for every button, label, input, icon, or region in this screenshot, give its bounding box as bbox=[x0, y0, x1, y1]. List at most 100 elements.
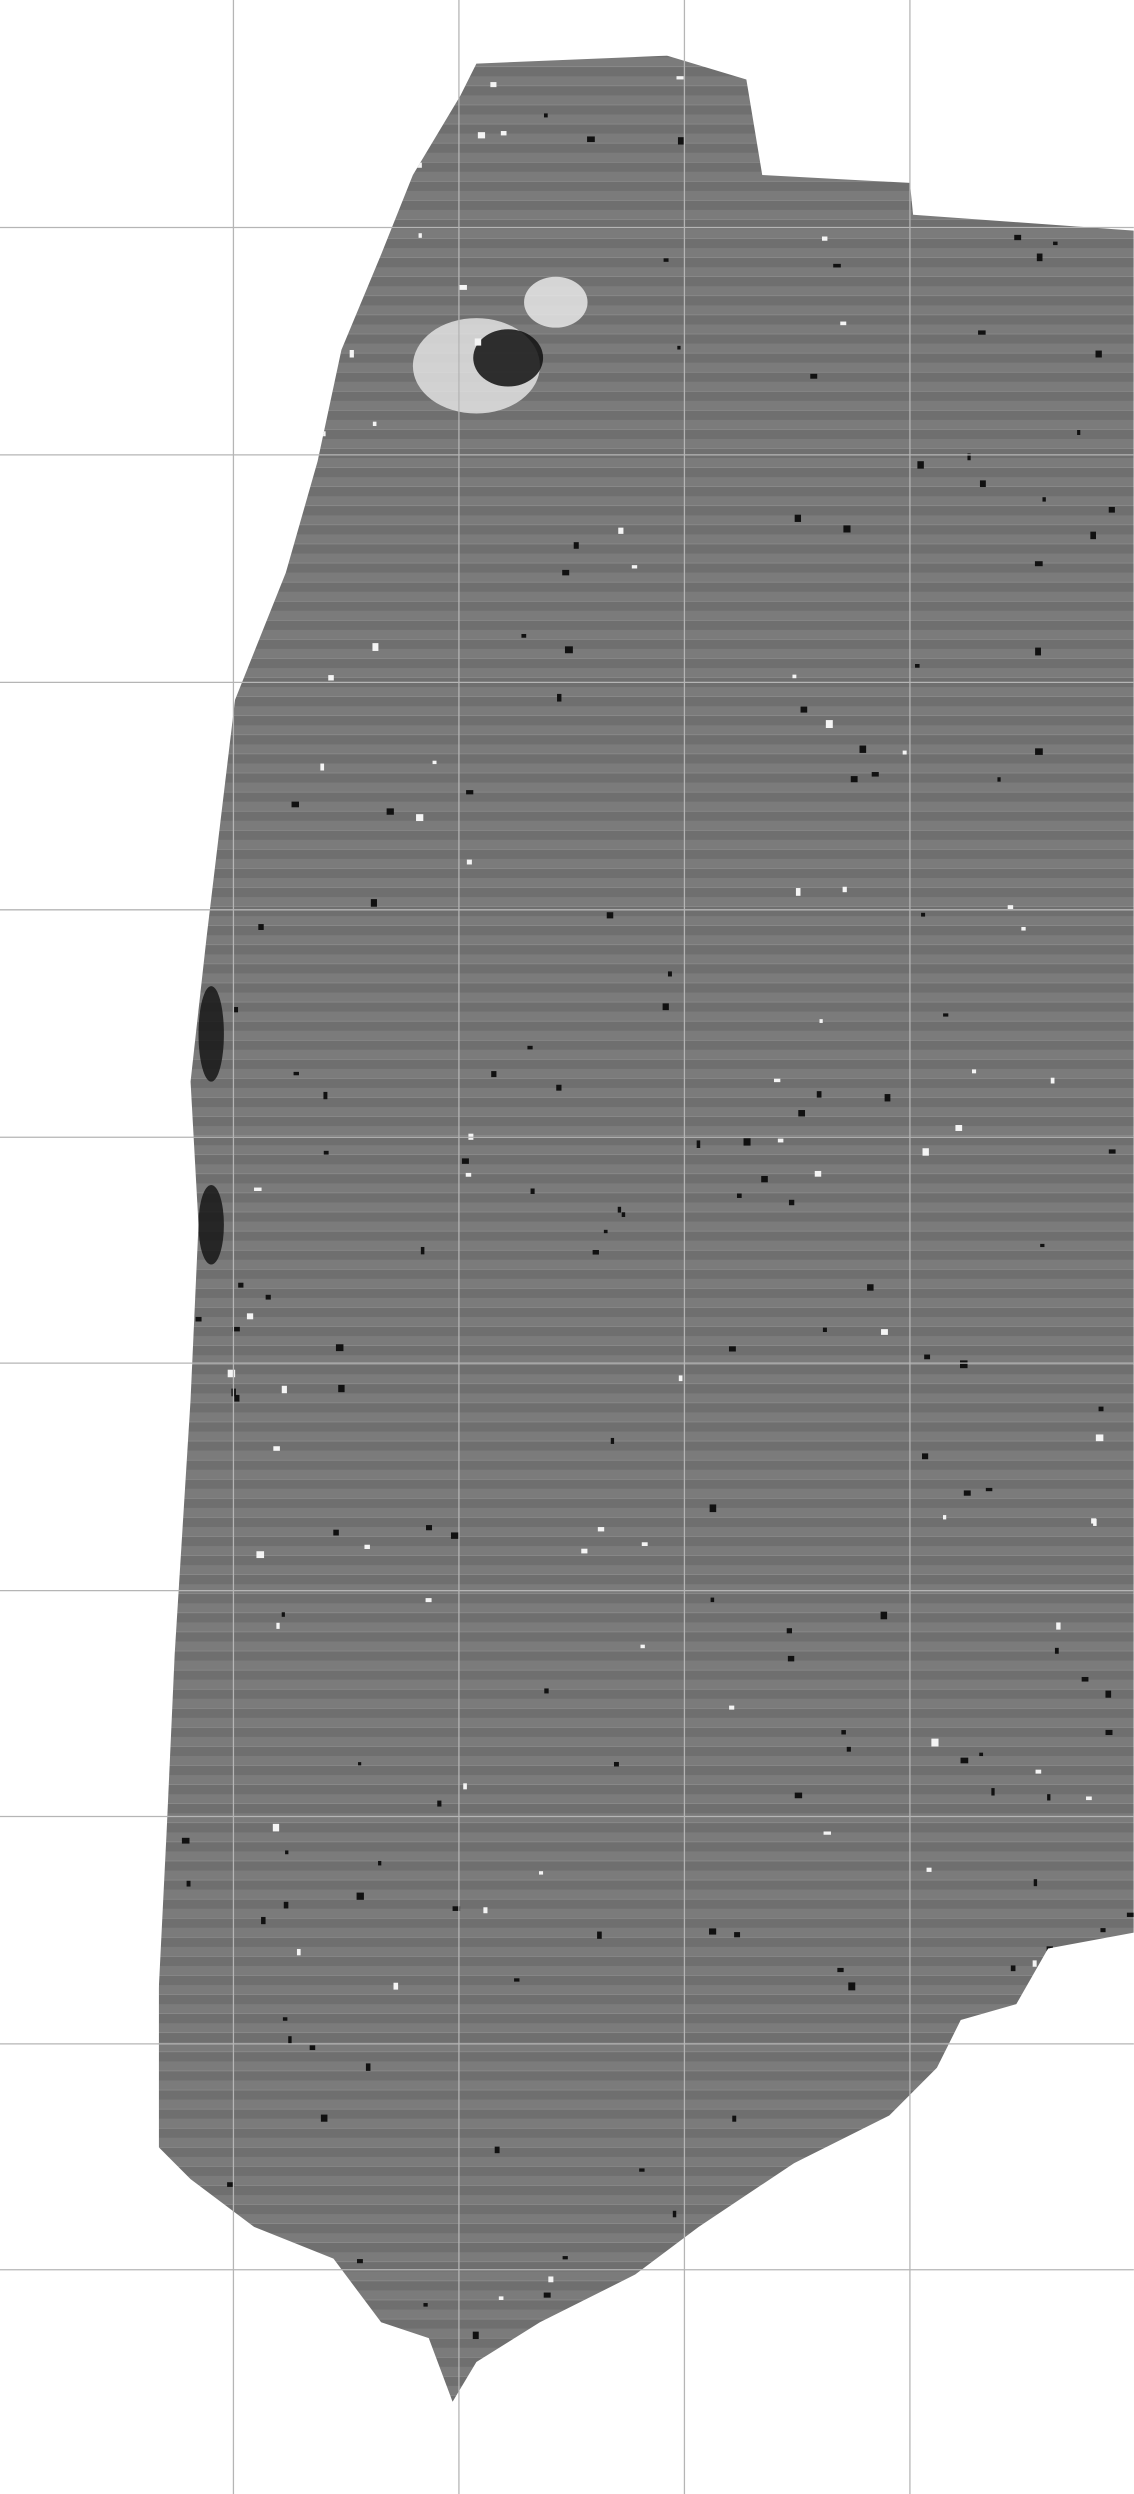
speckle bbox=[581, 1549, 587, 1554]
speckle bbox=[598, 1527, 604, 1531]
speckle bbox=[276, 1623, 279, 1629]
speckle bbox=[297, 1949, 301, 1955]
speckle bbox=[903, 751, 907, 755]
speckle bbox=[336, 1344, 344, 1351]
speckle bbox=[774, 1079, 780, 1082]
speckle bbox=[885, 1094, 891, 1101]
speckle bbox=[817, 1091, 822, 1097]
speckle bbox=[788, 1656, 794, 1662]
speckle bbox=[364, 1545, 369, 1549]
page: {} bbox=[0, 0, 1134, 2494]
speckle bbox=[697, 1140, 701, 1148]
speckle bbox=[798, 1110, 805, 1116]
speckle bbox=[642, 1542, 648, 1546]
speckle bbox=[972, 1069, 976, 1073]
speckle bbox=[283, 2017, 287, 2021]
speckle bbox=[273, 1824, 279, 1832]
speckle bbox=[1077, 430, 1080, 435]
speckle bbox=[247, 1313, 253, 1319]
speckle bbox=[527, 1046, 532, 1050]
speckle bbox=[618, 1207, 621, 1213]
speckle bbox=[923, 1148, 929, 1155]
speckle bbox=[960, 1360, 968, 1368]
speckle bbox=[837, 1968, 843, 1972]
speckle bbox=[238, 1283, 243, 1288]
speckle bbox=[848, 1982, 855, 1990]
speckle bbox=[1008, 905, 1013, 909]
speckle bbox=[563, 2256, 568, 2259]
speckle bbox=[1035, 648, 1041, 656]
speckle bbox=[490, 82, 496, 87]
speckle bbox=[980, 480, 986, 487]
speckle bbox=[473, 2332, 479, 2339]
speckle bbox=[593, 1250, 599, 1255]
speckle bbox=[607, 912, 614, 918]
speckle bbox=[463, 1783, 467, 1789]
speckle bbox=[1034, 1879, 1037, 1886]
speckle bbox=[323, 1092, 327, 1099]
speckle bbox=[358, 1762, 361, 1765]
speckle bbox=[451, 1532, 459, 1538]
speckle bbox=[927, 1868, 932, 1872]
speckle bbox=[632, 565, 637, 568]
speckle bbox=[1035, 748, 1043, 755]
speckle bbox=[1106, 1730, 1113, 1735]
speckle bbox=[416, 814, 423, 821]
speckle bbox=[851, 776, 858, 782]
speckle bbox=[544, 113, 548, 117]
speckle bbox=[372, 643, 378, 651]
speckle bbox=[338, 1385, 344, 1392]
speckle bbox=[1036, 1770, 1042, 1774]
speckle bbox=[664, 258, 669, 262]
speckle bbox=[943, 1515, 946, 1519]
speckle bbox=[991, 1788, 994, 1795]
speckle bbox=[182, 1838, 190, 1844]
speckle bbox=[679, 1375, 683, 1381]
speckle bbox=[737, 1193, 742, 1197]
speckle bbox=[587, 136, 595, 142]
speckle bbox=[734, 1932, 740, 1937]
speckle bbox=[256, 1551, 264, 1558]
speckle bbox=[1086, 1796, 1092, 1800]
speckle bbox=[744, 1138, 751, 1145]
speckle bbox=[663, 1003, 669, 1010]
speckle bbox=[378, 1861, 381, 1865]
speckle bbox=[1109, 1149, 1116, 1153]
speckle bbox=[833, 264, 841, 268]
bright-spot bbox=[524, 277, 588, 328]
speckle bbox=[288, 2036, 291, 2043]
speckle bbox=[282, 1612, 285, 1617]
speckle bbox=[1109, 507, 1115, 513]
speckle bbox=[1033, 1960, 1037, 1966]
speckle bbox=[466, 1173, 471, 1177]
speckle bbox=[810, 374, 817, 379]
speckle bbox=[824, 1831, 831, 1834]
speckle bbox=[986, 1488, 993, 1491]
speckle bbox=[826, 720, 833, 728]
dark-spot bbox=[473, 329, 543, 386]
speckle bbox=[467, 860, 472, 865]
speckle bbox=[531, 1188, 535, 1193]
speckle bbox=[611, 1438, 614, 1444]
speckle bbox=[924, 1355, 930, 1360]
speckle bbox=[1096, 1434, 1103, 1441]
speckle bbox=[285, 1850, 288, 1854]
speckle bbox=[357, 1893, 364, 1900]
speckle bbox=[324, 1151, 329, 1155]
speckle bbox=[421, 1247, 425, 1254]
speckle bbox=[491, 1071, 496, 1077]
speckle bbox=[622, 1212, 625, 1217]
speckle bbox=[1127, 1913, 1134, 1917]
speckle bbox=[729, 1346, 736, 1351]
speckle bbox=[1011, 1965, 1016, 1971]
speckle bbox=[961, 1758, 969, 1764]
speckle bbox=[860, 746, 867, 753]
speckle bbox=[261, 1917, 265, 1924]
speckle bbox=[462, 1158, 469, 1163]
speckle bbox=[820, 1019, 823, 1023]
speckle bbox=[1035, 561, 1043, 566]
speckle bbox=[514, 1978, 519, 1981]
speckle bbox=[955, 1125, 962, 1131]
speckle bbox=[823, 1328, 827, 1332]
speckle bbox=[371, 899, 377, 907]
